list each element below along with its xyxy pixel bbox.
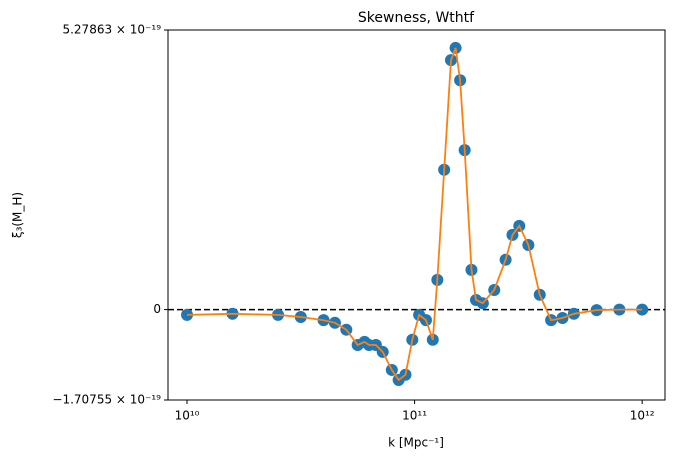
x-tick-label: 10¹⁰ [175, 409, 200, 423]
plot-frame [167, 29, 666, 401]
x-axis-label: k [Mpc⁻¹] [388, 436, 444, 450]
chart-title: Skewness, Wthtf [358, 10, 475, 26]
x-tick-label: 10¹² [630, 409, 655, 423]
y-tick-label: 5.27863 × 10⁻¹⁹ [62, 23, 161, 37]
line [186, 47, 643, 382]
x-tick-label: 10¹¹ [402, 409, 427, 423]
y-axis-label: ξ₃(M_H) [11, 192, 25, 238]
y-tick-label: 0 [153, 302, 161, 316]
y-tick-label: −1.70755 × 10⁻¹⁹ [52, 393, 161, 407]
